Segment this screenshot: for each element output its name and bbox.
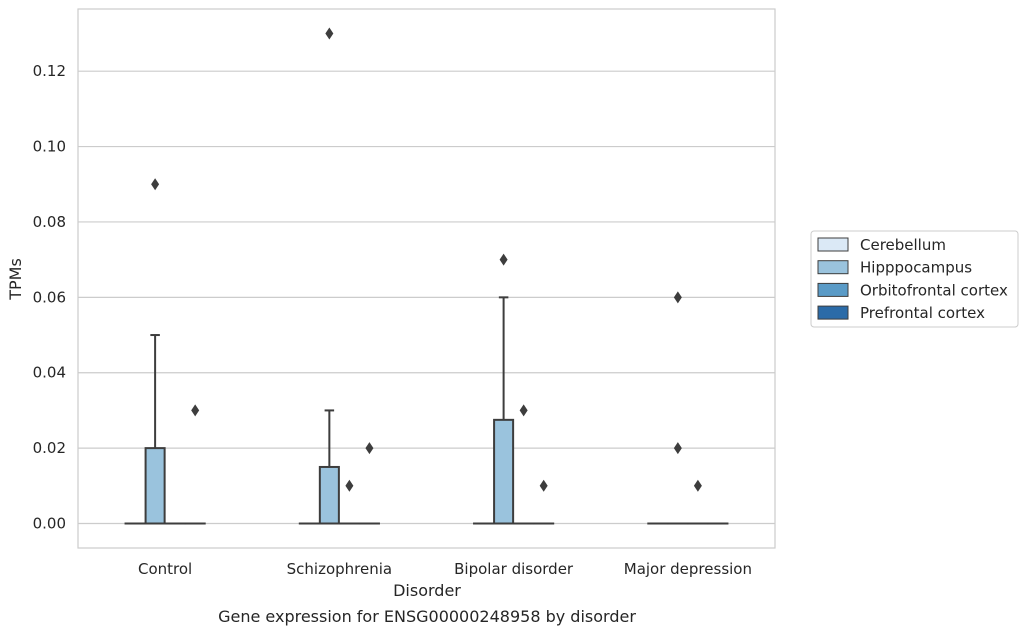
box-orbitofrontal-cortex [513,404,535,525]
legend-label: Prefrontal cortex [860,304,985,322]
box-body [144,447,166,525]
box-orbitofrontal-cortex [338,479,360,525]
y-axis-ticks: 0.00 0.02 0.04 0.06 0.08 0.10 0.12 [33,62,66,532]
box-orbitofrontal-cortex [687,479,709,525]
y-tick-label: 0.04 [33,364,66,382]
x-tick-label: Control [138,560,192,578]
legend-swatch [817,305,849,320]
legend-swatch [817,282,849,297]
legend-label: Orbitofrontal cortex [860,281,1008,299]
legend: Cerebellum Hipppocampus Orbitofrontal cort… [810,230,1019,328]
outlier-point [191,404,200,417]
outlier-point [673,291,682,304]
x-axis-label: Disorder [393,581,461,600]
x-axis-ticks: Control Schizophrenia Bipolar disorder Majo… [138,560,752,578]
legend-frame [810,230,1019,328]
legend-label: Cerebellum [860,236,946,254]
outlier-point [519,404,528,417]
plot-frame [77,8,776,549]
legend-swatch [817,260,849,275]
outlier-point [673,442,682,455]
box-prefrontal-cortex [533,479,555,525]
outlier-point [151,178,160,191]
box-body [318,465,340,525]
outlier-point [499,253,508,266]
x-tick-label: Bipolar disorder [454,560,574,578]
x-tick-label: Major depression [624,560,752,578]
box-hipppocampus [318,27,340,525]
gridlines [78,70,775,525]
outlier-point [539,479,548,492]
legend-label: Hipppocampus [860,259,972,277]
y-tick-label: 0.06 [33,288,66,306]
y-tick-label: 0.00 [33,515,66,533]
y-tick-label: 0.10 [33,138,66,156]
y-tick-label: 0.02 [33,439,66,457]
x-tick-label: Schizophrenia [287,560,392,578]
box-body [493,418,515,525]
box-hipppocampus [493,253,515,525]
y-tick-label: 0.12 [33,62,66,80]
box-prefrontal-cortex [358,442,380,525]
plot-boxes [124,27,729,525]
outlier-point [325,27,334,40]
outlier-point [345,479,354,492]
box-hipppocampus [144,178,166,525]
y-axis-label: TPMs [6,258,25,301]
box-prefrontal-cortex [184,404,206,525]
outlier-point [365,442,374,455]
box-hipppocampus [667,291,689,525]
y-tick-label: 0.08 [33,213,66,231]
outlier-point [693,479,702,492]
legend-swatch [817,237,849,252]
chart-caption: Gene expression for ENSG00000248958 by d… [218,607,636,626]
